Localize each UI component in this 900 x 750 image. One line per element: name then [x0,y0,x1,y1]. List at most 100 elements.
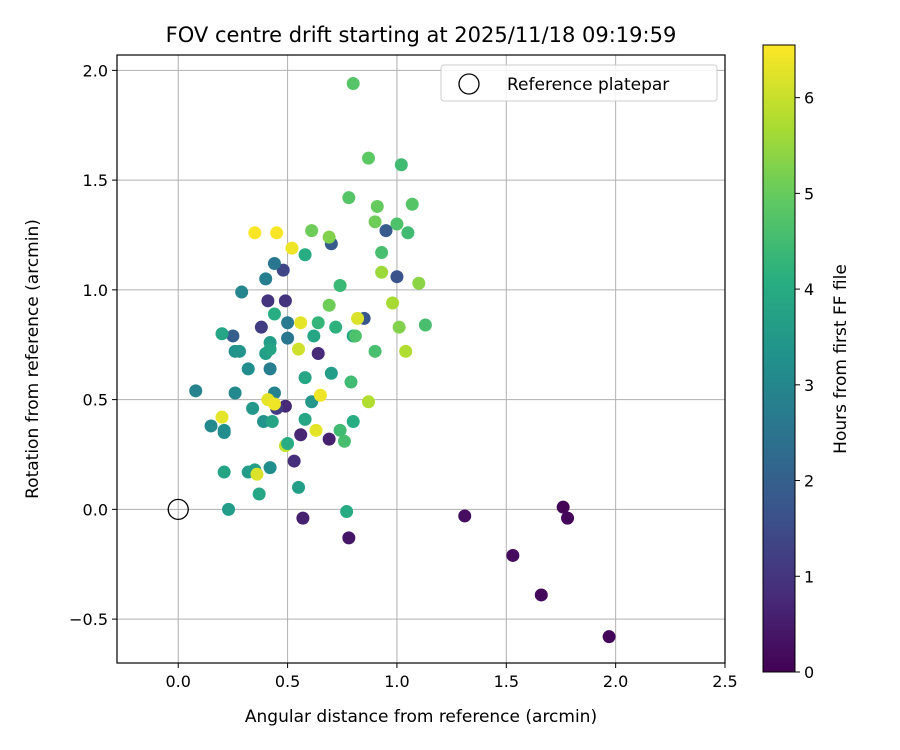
data-point [322,298,336,312]
data-point [281,437,295,451]
data-point [390,270,404,284]
data-point [252,487,266,501]
data-point [362,395,376,409]
data-point [278,294,292,308]
data-point [351,311,365,325]
data-point [399,344,413,358]
data-point [222,502,236,516]
data-point [458,509,472,523]
data-point [265,415,279,429]
data-point [246,401,260,415]
data-point [386,296,400,310]
data-point [235,285,249,299]
data-point [217,465,231,479]
data-point [362,151,376,165]
data-point [534,588,548,602]
data-point [379,224,393,238]
data-point [375,246,389,260]
data-point [322,432,336,446]
legend-label: Reference platepar [507,75,669,95]
data-point [506,548,520,562]
plot-frame [116,54,726,664]
data-point [217,426,231,440]
legend-box [440,64,718,102]
y-axis-label: Rotation from reference (arcmin) [23,219,43,499]
x-tick-label: 0.5 [275,672,300,691]
data-point [259,272,273,286]
colorbar-tick-label: 6 [804,89,814,108]
y-tick-label: 1.5 [83,171,108,190]
data-point [292,342,306,356]
colorbar-tick-label: 1 [804,567,814,586]
data-point [368,215,382,229]
y-tick-label: 1.0 [83,281,108,300]
data-point [342,531,356,545]
data-point [226,329,240,343]
colorbar-tick-label: 3 [804,376,814,395]
data-point [392,320,406,334]
data-point [281,316,295,330]
data-point [322,230,336,244]
data-point [346,415,360,429]
colorbar-ticks: 0 1 2 3 4 5 6 [795,89,814,682]
colorbar-tick-label: 0 [804,663,814,682]
data-point [418,318,432,332]
data-point [281,331,295,345]
data-point [285,241,299,255]
data-point [368,344,382,358]
data-point [394,158,408,172]
data-point [337,434,351,448]
data-point [287,454,301,468]
data-point [401,226,415,240]
data-point [333,423,347,437]
y-tick-label: −0.5 [69,610,108,629]
data-point [298,412,312,426]
data-point [561,511,575,525]
data-point [342,191,356,205]
data-point [311,316,325,330]
data-point [344,375,358,389]
data-point [228,386,242,400]
data-point [248,226,262,240]
data-point [556,500,570,514]
y-tick-label: 0.5 [83,391,108,410]
chart-title: FOV centre drift starting at 2025/11/18 … [166,23,677,47]
x-tick-label: 0.0 [166,672,191,691]
data-point [292,480,306,494]
data-point [305,224,319,238]
data-point [232,344,246,358]
data-point [204,419,218,433]
x-tick-label: 1.0 [384,672,409,691]
data-point [340,505,354,519]
y-tick-label: 0.0 [83,500,108,519]
data-point [412,276,426,290]
data-point [294,428,308,442]
colorbar-tick-label: 4 [804,280,814,299]
colorbar-tick-label: 5 [804,184,814,203]
x-tick-label: 1.5 [494,672,519,691]
data-point [324,366,338,380]
data-point [254,320,268,334]
x-axis: 0.0 0.5 1.0 1.5 2.0 2.5 [166,663,738,691]
data-point [602,630,616,644]
data-point [267,257,281,271]
grid [117,55,726,663]
data-point [215,327,229,341]
data-point [390,217,404,231]
data-point [296,511,310,525]
data-point [263,342,277,356]
data-point [370,199,384,213]
data-point [263,362,277,376]
data-point [241,362,255,376]
data-point [405,197,419,211]
data-point [298,371,312,385]
data-point [311,347,325,361]
data-point [267,307,281,321]
x-axis-label: Angular distance from reference (arcmin) [245,707,597,727]
data-point [189,384,203,398]
data-point [267,397,281,411]
x-tick-label: 2.0 [603,672,628,691]
legend: Reference platepar [440,64,718,102]
colorbar: 0 1 2 3 4 5 6 Hours from first FF file [762,44,851,682]
